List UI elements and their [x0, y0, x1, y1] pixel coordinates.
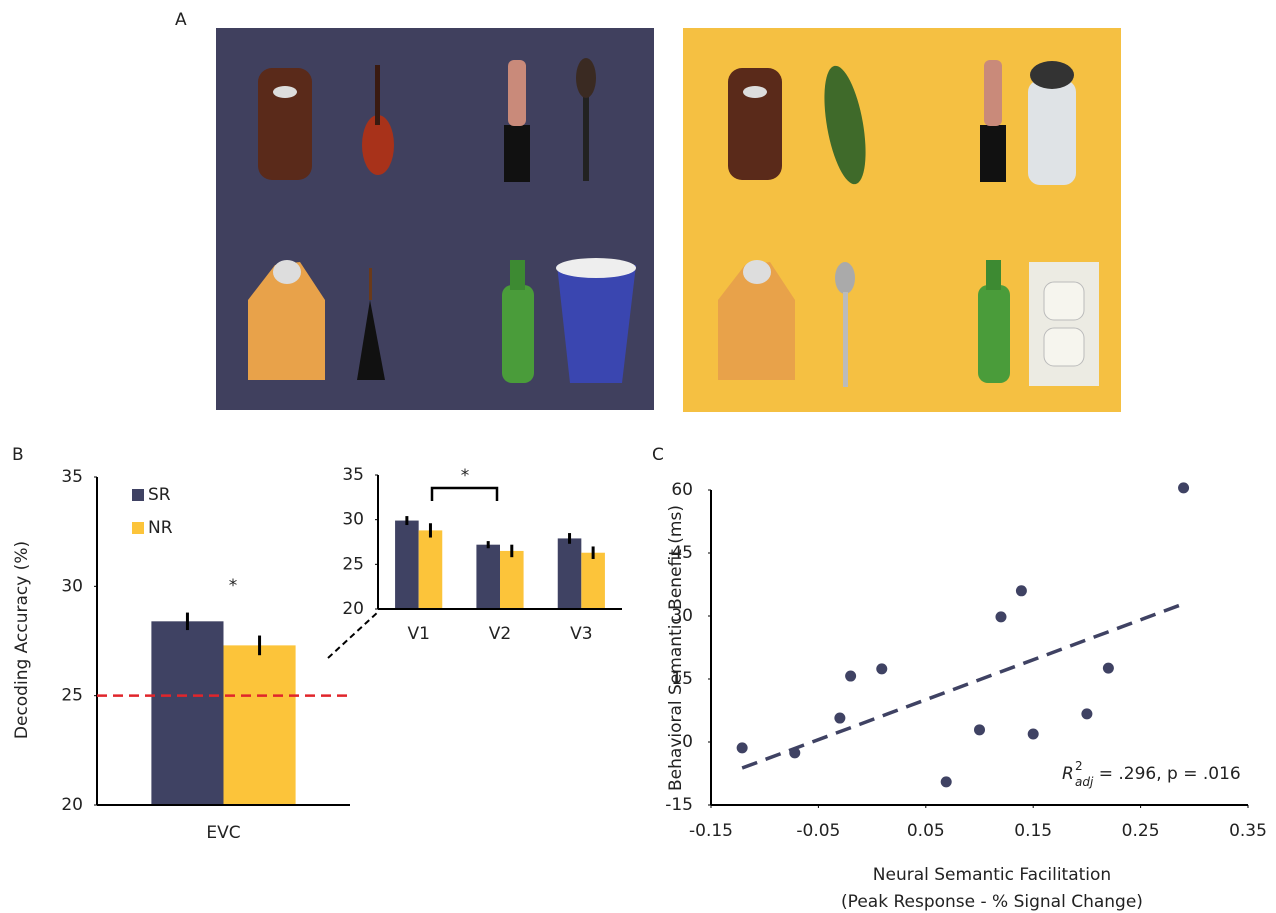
legend-label: NR: [148, 518, 173, 538]
significance-marker: *: [461, 466, 470, 486]
y-tick-label: 20: [342, 599, 364, 619]
y-tick-label: -15: [665, 795, 693, 815]
scatter-point: [1015, 585, 1027, 597]
panel-label: B: [12, 445, 24, 465]
y-tick-label: 15: [671, 669, 693, 689]
scatter-point: [940, 776, 952, 788]
significance-marker: *: [229, 576, 238, 596]
scatter-point: [1081, 708, 1093, 720]
inset-connector: [327, 611, 379, 659]
bar: [500, 550, 524, 609]
scatter-point: [1027, 728, 1039, 740]
stimulus-panel: [683, 28, 1121, 412]
y-axis-title: Decoding Accuracy (%): [12, 541, 32, 739]
x-tick-label: 0.35: [1229, 821, 1267, 841]
trend-line: [741, 602, 1185, 770]
y-tick-label: 35: [342, 465, 364, 485]
panel-label: C: [652, 445, 664, 465]
stimulus-panel: [216, 28, 654, 410]
y-tick-label: 25: [342, 554, 364, 574]
x-tick-label: 0.25: [1122, 821, 1160, 841]
scatter-point: [789, 747, 801, 759]
scatter-point: [845, 670, 857, 682]
x-tick-label: V1: [407, 624, 429, 644]
legend-swatch: [132, 522, 144, 534]
x-tick-label: V3: [570, 624, 592, 644]
legend-swatch: [132, 489, 144, 501]
x-tick-label: -0.05: [796, 821, 840, 841]
scatter-point: [1178, 482, 1190, 494]
y-tick-label: 30: [671, 606, 693, 626]
scatter-point: [834, 712, 846, 724]
bar: [581, 552, 605, 609]
x-tick-label: V2: [489, 624, 511, 644]
annotation-part: adj: [1075, 775, 1094, 789]
scatter-point: [974, 724, 985, 736]
bar: [418, 530, 443, 609]
scatter-point: [876, 663, 888, 675]
x-tick-label: -0.15: [689, 821, 733, 841]
bar: [395, 520, 419, 609]
bar: [476, 544, 500, 609]
significance-bracket: [430, 486, 499, 501]
annotation-part: R: [1062, 764, 1074, 784]
y-tick-label: 30: [61, 576, 83, 596]
y-tick-label: 30: [342, 510, 364, 530]
x-tick-label: 0.15: [1014, 821, 1052, 841]
y-tick-label: 0: [682, 732, 693, 752]
x-axis-title: Neural Semantic Facilitation: [873, 865, 1111, 885]
bar: [223, 645, 296, 805]
y-tick-label: 25: [61, 686, 83, 706]
y-tick-label: 35: [61, 467, 83, 487]
x-tick-label: EVC: [206, 823, 240, 843]
bar: [151, 621, 224, 805]
y-axis-title: Behavioral Semantic Benefit (ms): [666, 505, 686, 791]
scatter-point: [995, 611, 1007, 623]
panel-label: A: [175, 10, 187, 30]
x-tick-label: 0.05: [907, 821, 945, 841]
y-tick-label: 45: [671, 543, 693, 563]
legend-label: SR: [148, 485, 171, 505]
bar: [557, 538, 582, 609]
annotation-part: = .296, p = .016: [1093, 764, 1240, 784]
fit-annotation: R2 adj = .296, p = .016: [1062, 759, 1241, 789]
x-axis-title: (Peak Response - % Signal Change): [841, 892, 1143, 912]
scatter-point: [1102, 662, 1114, 674]
annotation-part: 2: [1075, 759, 1083, 773]
scatter-point: [736, 742, 748, 754]
y-tick-label: 60: [671, 480, 693, 500]
y-tick-label: 20: [61, 795, 83, 815]
